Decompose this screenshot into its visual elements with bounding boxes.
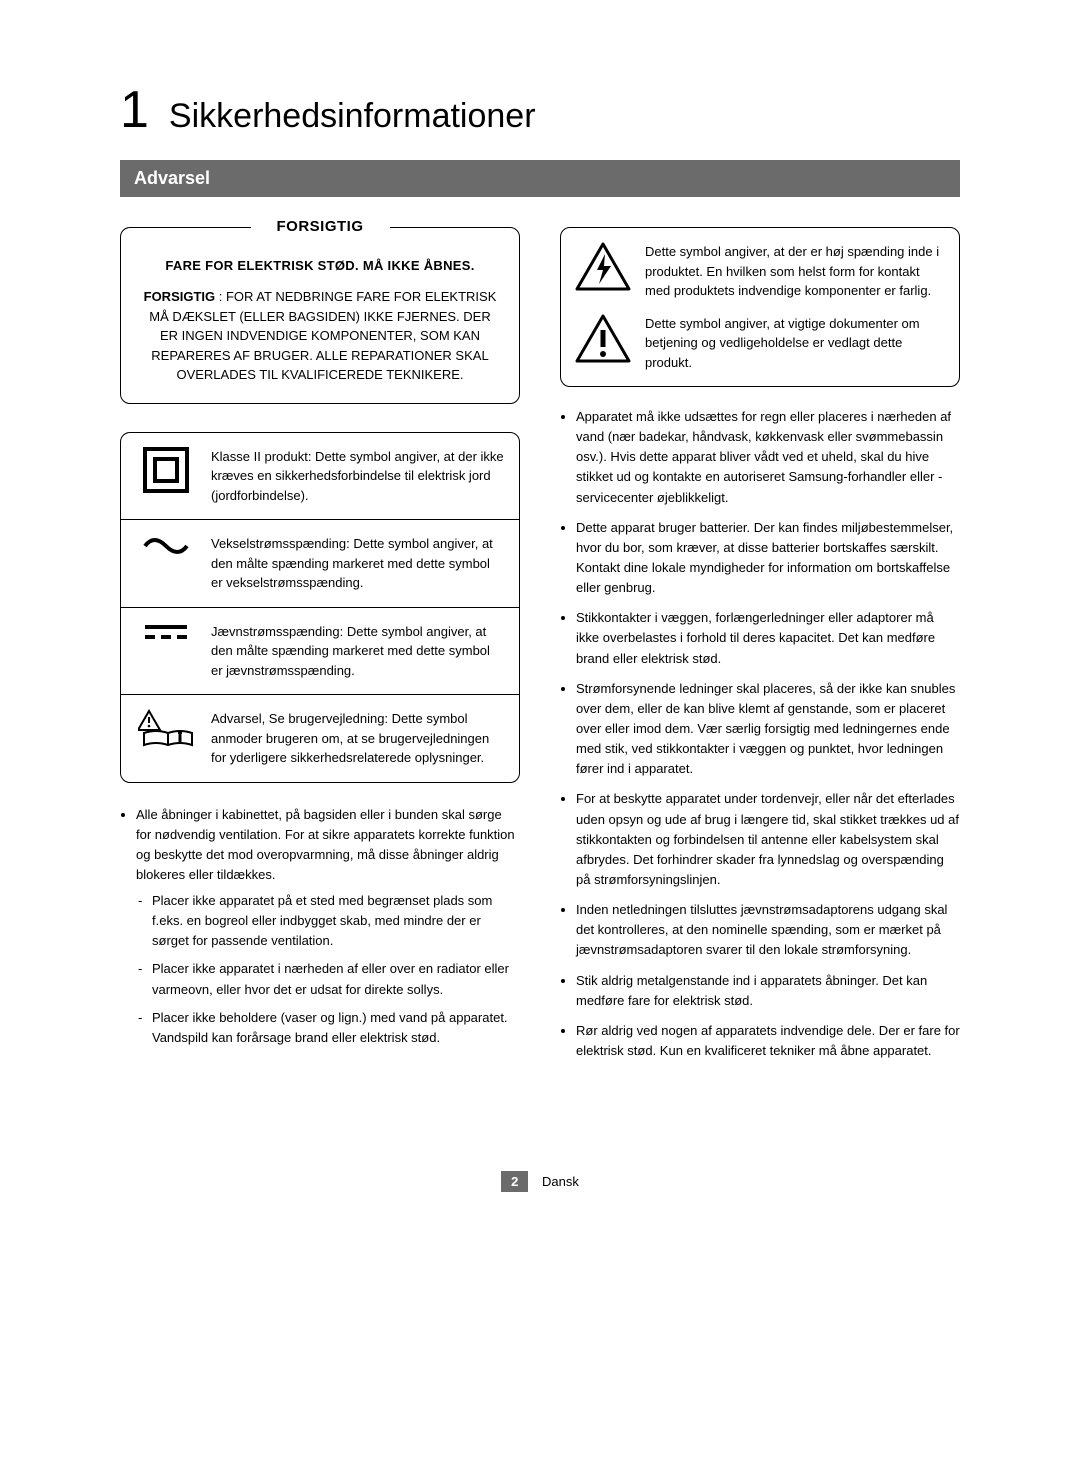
warning-row: Dette symbol angiver, at der er høj spæn… xyxy=(573,236,947,307)
warning-text: Dette symbol angiver, at vigtige dokumen… xyxy=(645,314,947,373)
warning-text: Dette symbol angiver, at der er høj spæn… xyxy=(645,242,947,301)
ac-icon xyxy=(121,520,211,607)
chapter-header: 1 Sikkerhedsinformationer xyxy=(120,80,960,140)
symbol-row: Jævnstrømsspænding: Dette symbol angiver… xyxy=(121,607,519,695)
symbol-row: Advarsel, Se brugervejledning: Dette sym… xyxy=(121,694,519,782)
list-item: Rør aldrig ved nogen af apparatets indve… xyxy=(576,1021,960,1061)
exclamation-icon xyxy=(573,314,633,373)
chapter-number: 1 xyxy=(120,80,149,140)
page-number: 2 xyxy=(501,1171,528,1192)
symbol-text: Advarsel, Se brugervejledning: Dette sym… xyxy=(211,695,519,782)
list-item: Stikkontakter i væggen, forlængerledning… xyxy=(576,608,960,668)
page-footer: 2 Dansk xyxy=(120,1171,960,1192)
list-item: Placer ikke beholdere (vaser og lign.) m… xyxy=(152,1008,520,1048)
list-item: Apparatet må ikke udsættes for regn elle… xyxy=(576,407,960,508)
warning-row: Dette symbol angiver, at vigtige dokumen… xyxy=(573,307,947,379)
list-item: Strømforsynende ledninger skal placeres,… xyxy=(576,679,960,780)
right-bullet-list: Apparatet må ikke udsættes for regn elle… xyxy=(560,407,960,1061)
caution-legend: FORSIGTIG xyxy=(251,218,390,235)
list-item: Stik aldrig metalgenstande ind i apparat… xyxy=(576,971,960,1011)
dc-icon xyxy=(121,608,211,695)
symbol-text: Jævnstrømsspænding: Dette symbol angiver… xyxy=(211,608,519,695)
list-item: Inden netledningen tilsluttes jævnstrøms… xyxy=(576,900,960,960)
caution-body: FORSIGTIG : FOR AT NEDBRINGE FARE FOR EL… xyxy=(139,287,501,385)
section-heading: Advarsel xyxy=(120,160,960,197)
caution-box: FORSIGTIG FARE FOR ELEKTRISK STØD. MÅ IK… xyxy=(120,227,520,404)
list-item: For at beskytte apparatet under tordenve… xyxy=(576,789,960,890)
symbol-row: Vekselstrømsspænding: Dette symbol angiv… xyxy=(121,519,519,607)
class2-icon xyxy=(121,433,211,520)
caution-body-bold: FORSIGTIG xyxy=(144,289,216,304)
symbol-row: Klasse II produkt: Dette symbol angiver,… xyxy=(121,433,519,520)
left-bullet-list: Alle åbninger i kabinettet, på bagsiden … xyxy=(120,805,520,1049)
symbol-text: Vekselstrømsspænding: Dette symbol angiv… xyxy=(211,520,519,607)
left-column: FORSIGTIG FARE FOR ELEKTRISK STØD. MÅ IK… xyxy=(120,227,520,1071)
symbol-table: Klasse II produkt: Dette symbol angiver,… xyxy=(120,432,520,783)
bullet-text: Alle åbninger i kabinettet, på bagsiden … xyxy=(136,807,515,882)
list-item: Placer ikke apparatet på et sted med beg… xyxy=(152,891,520,951)
caution-subhead: FARE FOR ELEKTRISK STØD. MÅ IKKE ÅBNES. xyxy=(139,258,501,273)
list-item: Placer ikke apparatet i nærheden af elle… xyxy=(152,959,520,999)
high-voltage-icon xyxy=(573,242,633,301)
symbol-text: Klasse II produkt: Dette symbol angiver,… xyxy=(211,433,519,520)
manual-icon xyxy=(121,695,211,782)
sub-bullet-list: Placer ikke apparatet på et sted med beg… xyxy=(136,891,520,1048)
footer-language: Dansk xyxy=(542,1174,579,1189)
chapter-title: Sikkerhedsinformationer xyxy=(169,97,536,136)
right-column: Dette symbol angiver, at der er høj spæn… xyxy=(560,227,960,1071)
list-item: Dette apparat bruger batterier. Der kan … xyxy=(576,518,960,599)
list-item: Alle åbninger i kabinettet, på bagsiden … xyxy=(136,805,520,1049)
warning-box: Dette symbol angiver, at der er høj spæn… xyxy=(560,227,960,387)
